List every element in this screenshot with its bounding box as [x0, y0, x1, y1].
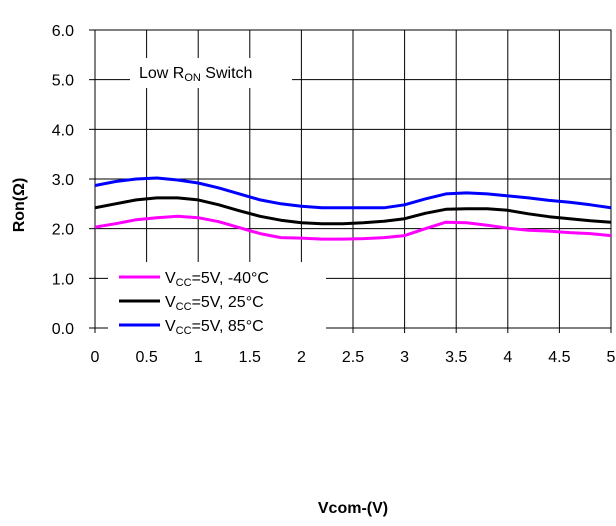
x-tick-label: 0.5	[135, 349, 157, 366]
series-line	[95, 196, 611, 226]
x-tick-label: 3.5	[445, 349, 467, 366]
x-tick-labels: 0 0.5 1 1.5 2 2.5 3 3.5 4 4.5 5	[91, 328, 616, 366]
x-axis-title: Vcom-(V)	[318, 500, 388, 517]
x-tick-label: 1.5	[239, 349, 261, 366]
series-lines	[95, 176, 611, 241]
annotation-text: Low RON Switch	[139, 65, 252, 84]
series-line	[95, 214, 611, 241]
annotation-main: Low R	[139, 65, 184, 82]
annotation-box	[130, 58, 292, 88]
x-tick-label: 3	[400, 349, 409, 366]
y-tick-label: 5.0	[52, 73, 74, 90]
x-tick-label: 4	[503, 349, 512, 366]
y-axis-title: Ron(Ω)	[11, 178, 28, 233]
series-line	[95, 176, 611, 210]
y-tick-label: 1.0	[52, 271, 74, 288]
y-tick-label: 2.0	[52, 222, 74, 239]
y-tick-label: 6.0	[52, 23, 74, 40]
legend: VCC=5V, -40°C VCC=5V, 25°C VCC=5V, 85°C	[119, 270, 269, 337]
annotation-suffix: Switch	[201, 65, 253, 82]
x-tick-label: 4.5	[548, 349, 570, 366]
x-tick-label: 0	[91, 349, 100, 366]
x-tick-label: 1	[194, 349, 203, 366]
annotation-sub: ON	[184, 72, 201, 84]
legend-label: VCC=5V, 25°C	[165, 294, 264, 313]
x-tick-label: 2.5	[342, 349, 364, 366]
y-tick-label: 3.0	[52, 172, 74, 189]
x-tick-label: 5	[607, 349, 616, 366]
y-tick-labels: 0.0 1.0 2.0 3.0 4.0 5.0 6.0	[52, 23, 95, 338]
legend-label: VCC=5V, 85°C	[165, 318, 264, 337]
legend-label: VCC=5V, -40°C	[165, 270, 269, 289]
y-tick-label: 0.0	[52, 321, 74, 338]
x-tick-label: 2	[297, 349, 306, 366]
y-tick-label: 4.0	[52, 122, 74, 139]
